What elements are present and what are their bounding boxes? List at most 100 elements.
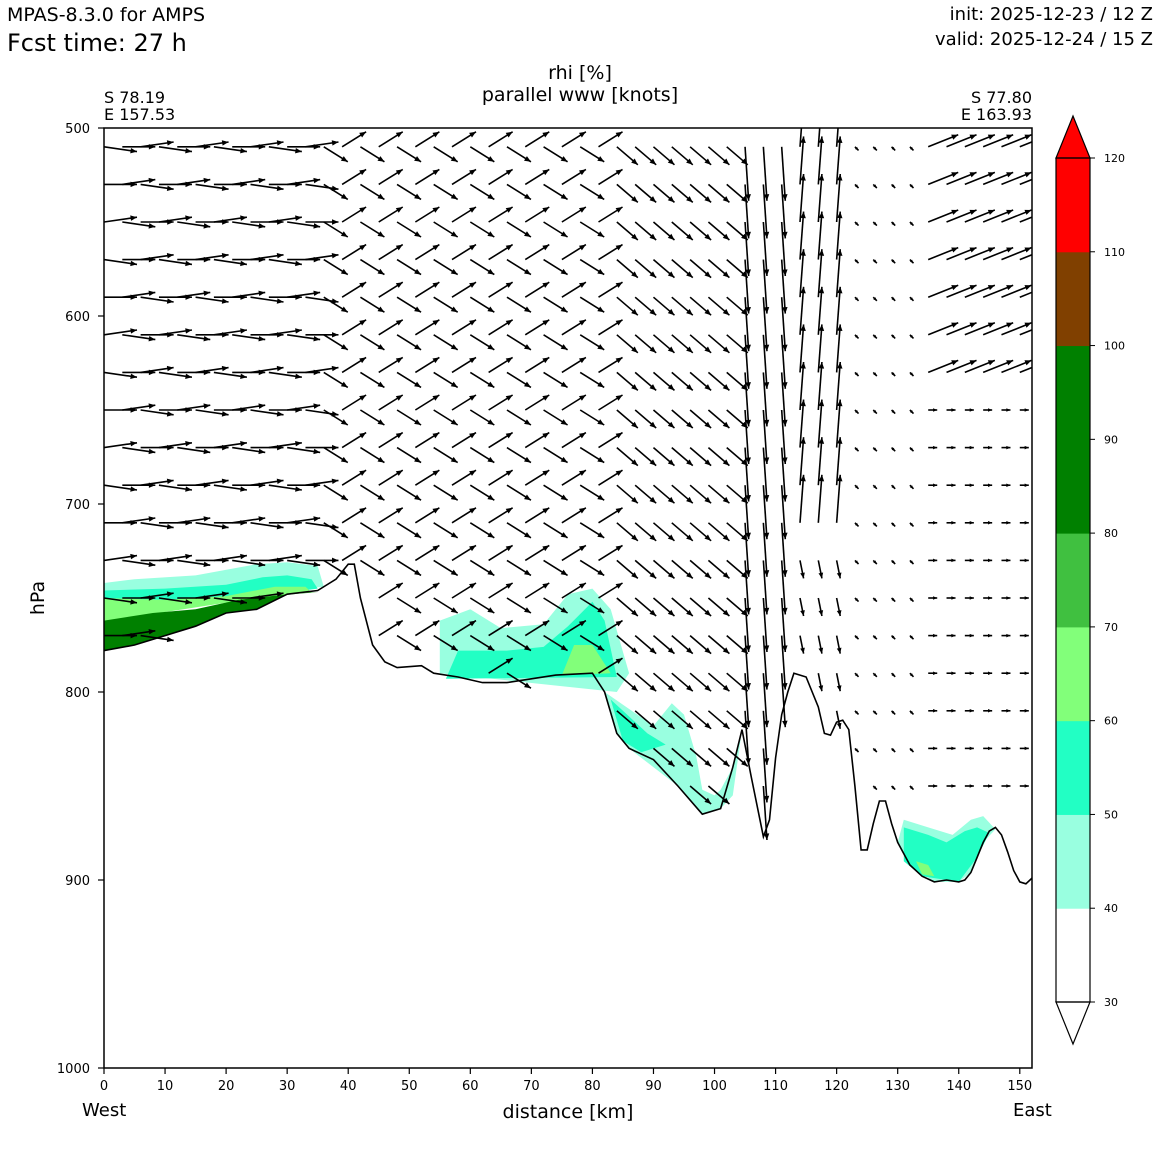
wind-vector xyxy=(158,146,193,154)
wind-vector xyxy=(158,258,193,267)
x-tick-label: 110 xyxy=(763,1079,788,1094)
wind-vector xyxy=(983,408,993,412)
wind-vector xyxy=(1019,483,1029,487)
wind-vector xyxy=(305,219,339,225)
wind-vector xyxy=(964,246,996,261)
wind-vector xyxy=(872,146,878,151)
wind-vector xyxy=(287,334,321,342)
wind-vector xyxy=(780,184,788,239)
wind-vector xyxy=(616,334,639,354)
forecast-time-label: Fcst time: 27 h xyxy=(7,29,187,57)
wind-vector xyxy=(652,484,675,504)
wind-vector xyxy=(579,371,605,389)
wind-vector xyxy=(524,619,550,637)
wind-vector xyxy=(652,747,675,768)
wind-vector xyxy=(854,221,860,227)
wind-vector xyxy=(616,258,639,279)
wind-vector xyxy=(104,597,138,605)
colorbar-tick-label: 50 xyxy=(1104,808,1118,821)
wind-vector xyxy=(323,296,349,313)
wind-vector xyxy=(616,183,639,204)
wind-vector xyxy=(872,635,878,640)
colorbar-segment xyxy=(1056,720,1090,815)
wind-vector xyxy=(158,597,193,605)
wind-vector xyxy=(1001,445,1011,450)
wind-vector xyxy=(652,409,675,429)
wind-vector xyxy=(872,522,878,527)
wind-vector xyxy=(506,559,532,577)
wind-vector xyxy=(488,544,514,562)
wind-vector xyxy=(488,131,514,148)
wind-vector xyxy=(689,634,712,655)
wind-vector xyxy=(579,296,605,313)
wind-vector xyxy=(707,484,730,504)
wind-vector xyxy=(909,409,915,415)
wind-vector xyxy=(359,522,385,539)
wind-vector xyxy=(854,522,860,527)
wind-vector xyxy=(835,286,843,335)
wind-vector xyxy=(854,259,860,264)
wind-vector xyxy=(652,597,675,617)
wind-vector xyxy=(213,441,248,449)
wind-vector xyxy=(928,521,938,525)
wind-vector xyxy=(634,597,657,617)
rhi-region-7 xyxy=(604,692,742,815)
wind-vector xyxy=(780,334,788,389)
wind-vector xyxy=(1019,366,1032,374)
wind-vector xyxy=(891,296,896,302)
wind-vector xyxy=(946,408,956,412)
wind-vector xyxy=(543,221,569,238)
wind-vector xyxy=(359,183,385,201)
x-tick-label: 0 xyxy=(100,1079,108,1094)
wind-vector xyxy=(817,399,825,448)
wind-vector xyxy=(250,296,284,304)
wind-vector xyxy=(634,371,657,392)
wind-vector xyxy=(799,249,806,298)
wind-vector xyxy=(707,446,730,467)
wind-vector xyxy=(378,619,404,637)
wind-vector xyxy=(983,445,993,450)
wind-vector xyxy=(579,446,605,464)
wind-vector xyxy=(323,409,349,426)
wind-vector xyxy=(359,258,385,276)
wind-vector xyxy=(1001,322,1032,336)
wind-vector xyxy=(799,361,806,411)
wind-vector xyxy=(964,746,974,751)
wind-vector xyxy=(762,447,770,502)
wind-vector xyxy=(780,447,788,502)
wind-vector xyxy=(579,258,605,276)
wind-vector xyxy=(122,221,156,229)
wind-vector xyxy=(506,446,532,464)
wind-vector xyxy=(598,131,623,148)
wind-vector xyxy=(469,484,495,501)
model-run-label: MPAS-8.3.0 for AMPS xyxy=(7,4,206,26)
wind-vector xyxy=(799,437,806,486)
wind-vector xyxy=(414,356,440,374)
wind-vector xyxy=(964,671,974,675)
wind-vector xyxy=(909,522,915,527)
wind-vector xyxy=(1019,784,1029,788)
colorbar-tick-label: 30 xyxy=(1104,996,1118,1009)
wind-vector xyxy=(268,371,302,379)
wind-vector xyxy=(396,559,422,577)
wind-vector xyxy=(835,474,843,523)
wind-vector xyxy=(762,221,770,277)
wind-vector xyxy=(579,634,605,652)
wind-vector xyxy=(506,258,532,276)
wind-vector xyxy=(579,484,605,501)
wind-vector xyxy=(689,334,712,354)
wind-vector xyxy=(928,671,938,675)
wind-vector xyxy=(451,394,477,411)
wind-vector xyxy=(744,372,751,427)
wind-vector xyxy=(250,140,284,148)
wind-vector xyxy=(323,371,349,389)
wind-vector xyxy=(543,484,569,501)
wind-vector xyxy=(744,522,751,577)
wind-vector xyxy=(799,211,806,260)
wind-vector xyxy=(799,324,806,373)
wind-vector xyxy=(323,334,349,351)
colorbar-tick-label: 40 xyxy=(1104,902,1118,915)
wind-vector xyxy=(964,709,974,713)
wind-vector xyxy=(104,484,138,492)
wind-vector xyxy=(469,597,495,614)
